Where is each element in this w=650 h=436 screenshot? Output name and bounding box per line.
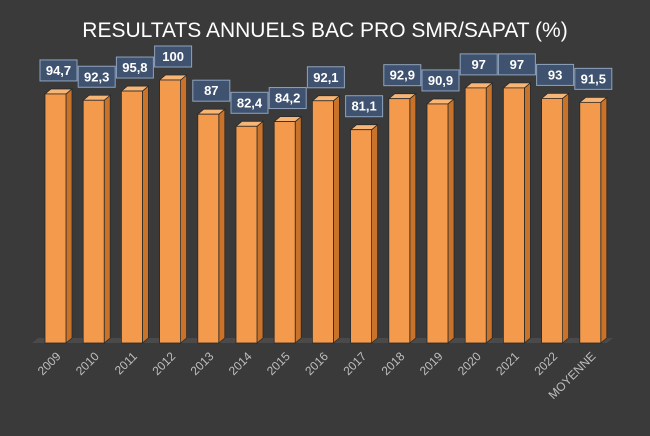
bar-2013 — [196, 108, 226, 344]
bar-side — [103, 94, 111, 344]
bar-front — [235, 125, 258, 344]
bar-2019 — [425, 98, 456, 344]
data-label-box — [459, 53, 498, 76]
data-label-text: 92,1 — [313, 70, 338, 85]
bar-front — [388, 98, 411, 344]
data-label-text: 92,9 — [390, 68, 415, 83]
bar-front — [426, 103, 449, 344]
data-label-box — [268, 87, 307, 110]
data-label: 100 — [154, 45, 193, 68]
data-label-box — [574, 67, 613, 90]
bar-front — [541, 98, 563, 344]
data-label-text: 87 — [204, 83, 218, 98]
data-label: 87 — [192, 79, 231, 102]
bar-front — [44, 93, 67, 344]
data-label: 91,5 — [574, 67, 613, 90]
bar-side — [141, 85, 149, 344]
data-label-box — [421, 69, 460, 92]
data-label-text: 97 — [510, 57, 524, 72]
data-label: 90,9 — [421, 69, 460, 92]
bar-front — [197, 113, 220, 344]
data-label-text: 100 — [162, 49, 184, 64]
data-label-box — [345, 95, 384, 118]
bar-front — [82, 99, 105, 344]
data-label-box — [154, 45, 193, 68]
data-label-text: 97 — [471, 57, 485, 72]
data-label-text: 92,3 — [84, 69, 109, 84]
bar-side — [524, 82, 531, 344]
bar-side — [294, 115, 302, 344]
bar-2014 — [234, 120, 265, 344]
bar-front — [273, 121, 296, 344]
data-label: 82,4 — [230, 91, 269, 114]
data-labels-layer: 94,7 92,3 95,8 100 87 82,4 84,2 92,1 81,1 92,9 90,… — [39, 45, 613, 118]
data-label-box — [77, 65, 116, 88]
bar-side — [447, 98, 455, 344]
bar-2017 — [349, 123, 379, 344]
bar-side — [65, 88, 73, 344]
data-label-box — [497, 53, 536, 76]
bar-2015 — [273, 115, 303, 344]
bar-2022 — [540, 92, 570, 344]
data-label-box — [230, 91, 269, 114]
data-label: 92,1 — [306, 66, 345, 89]
bar-front — [464, 87, 487, 344]
data-label: 94,7 — [39, 59, 78, 82]
data-label: 95,8 — [115, 56, 154, 79]
data-label: 84,2 — [268, 87, 307, 110]
bar-front — [350, 129, 373, 344]
data-label-box — [383, 64, 422, 87]
data-label-text: 90,9 — [428, 73, 453, 88]
data-label-text: 95,8 — [122, 60, 147, 75]
bar-front — [502, 87, 525, 344]
bar-2016 — [311, 94, 341, 344]
data-label-box — [39, 59, 78, 82]
data-label-text: 93 — [548, 67, 562, 82]
data-label-box — [192, 79, 231, 102]
data-label-box — [115, 56, 154, 79]
bar-side — [485, 82, 493, 344]
chart-title: RESULTATS ANNUELS BAC PRO SMR/SAPAT (%) — [82, 19, 567, 42]
bar-2011 — [120, 85, 150, 344]
data-label: 97 — [497, 53, 536, 76]
bar-2009 — [43, 88, 74, 344]
data-label-text: 81,1 — [351, 99, 376, 114]
data-label-text: 84,2 — [275, 91, 300, 106]
bar-2020 — [464, 82, 494, 344]
bar-front — [159, 79, 182, 344]
bar-side — [332, 94, 340, 344]
bar-front — [311, 100, 334, 344]
bar-2010 — [82, 94, 112, 344]
data-label: 92,3 — [77, 65, 116, 88]
data-label: 93 — [536, 63, 575, 86]
bar-front — [121, 90, 143, 344]
bar-side — [256, 120, 264, 344]
bar-side — [600, 96, 608, 344]
bar-side — [371, 123, 379, 344]
bar-side — [218, 108, 226, 344]
bar-MOYENNE — [578, 96, 608, 344]
bar-side — [180, 74, 188, 344]
bar-2021 — [502, 82, 532, 344]
bar-side — [409, 92, 417, 344]
data-label-box — [306, 66, 345, 89]
bars-layer — [43, 74, 608, 344]
data-label: 81,1 — [345, 95, 384, 118]
data-label-text: 82,4 — [237, 95, 263, 110]
data-label: 92,9 — [383, 64, 422, 87]
data-label: 97 — [459, 53, 498, 76]
data-label-box — [536, 63, 575, 86]
bar-side — [562, 92, 569, 344]
bar-front — [579, 101, 602, 344]
bar-2012 — [158, 74, 188, 344]
data-label-text: 91,5 — [581, 71, 606, 86]
bar-2018 — [387, 92, 417, 344]
data-label-text: 94,7 — [46, 63, 71, 78]
